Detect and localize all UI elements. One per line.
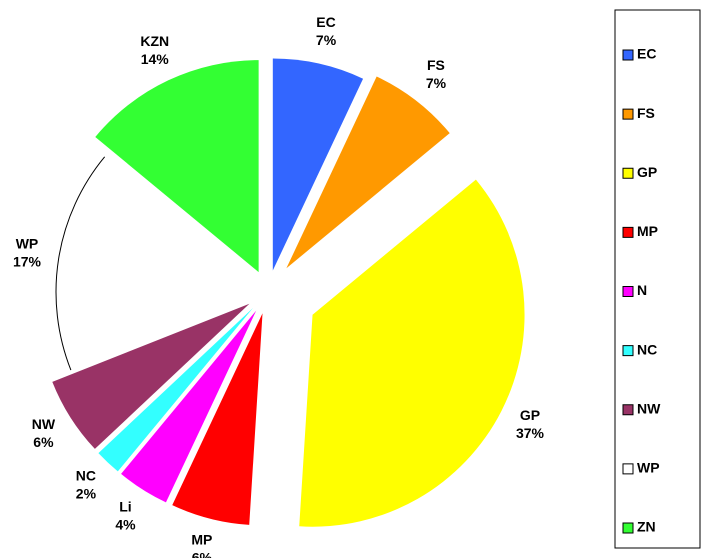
slice-label: Li (119, 498, 131, 514)
pie-slice (299, 179, 525, 527)
legend-swatch (622, 286, 634, 297)
legend-swatch (622, 463, 634, 475)
legend-label: FS (637, 105, 655, 121)
legend-label: ZN (637, 519, 656, 535)
pie-slice (286, 76, 450, 269)
slice-label: EC (316, 14, 335, 30)
legend-swatch (622, 49, 634, 61)
pie-slice (95, 60, 259, 273)
legend-label: NW (637, 400, 661, 416)
pie-slice (55, 156, 106, 371)
slice-label: NW (32, 416, 56, 432)
slice-value-label: 7% (316, 32, 337, 48)
pie-slice (121, 310, 257, 503)
pie-slice (98, 308, 253, 472)
legend-swatch (622, 522, 634, 534)
legend-box (614, 9, 701, 549)
pie-slice (272, 58, 364, 271)
slice-label: GP (520, 407, 540, 423)
legend-label: NC (637, 341, 657, 357)
slice-value-label: 6% (33, 434, 54, 450)
slice-value-label: 6% (192, 549, 213, 558)
slice-label: FS (427, 57, 445, 73)
slice-value-label: 14% (141, 51, 170, 67)
slice-label: KZN (140, 33, 169, 49)
slice-value-label: 37% (516, 425, 545, 441)
legend-label: GP (637, 164, 657, 180)
legend-swatch (622, 108, 634, 120)
legend-swatch (622, 167, 634, 179)
slice-label: NC (76, 468, 96, 484)
slice-label: MP (191, 531, 212, 547)
legend-label: WP (637, 460, 660, 476)
legend-swatch (622, 404, 634, 416)
legend-label: N (637, 282, 647, 298)
pie-slice (52, 303, 250, 449)
legend-label: EC (637, 46, 656, 62)
legend-label: MP (637, 223, 658, 239)
slice-value-label: 4% (115, 516, 136, 532)
slice-value-label: 2% (76, 486, 97, 502)
slice-value-label: 17% (13, 254, 42, 270)
legend-swatch (622, 226, 634, 238)
pie-slice (172, 313, 263, 525)
slice-label: WP (16, 236, 39, 252)
legend-swatch (622, 345, 634, 357)
slice-value-label: 7% (426, 75, 447, 91)
